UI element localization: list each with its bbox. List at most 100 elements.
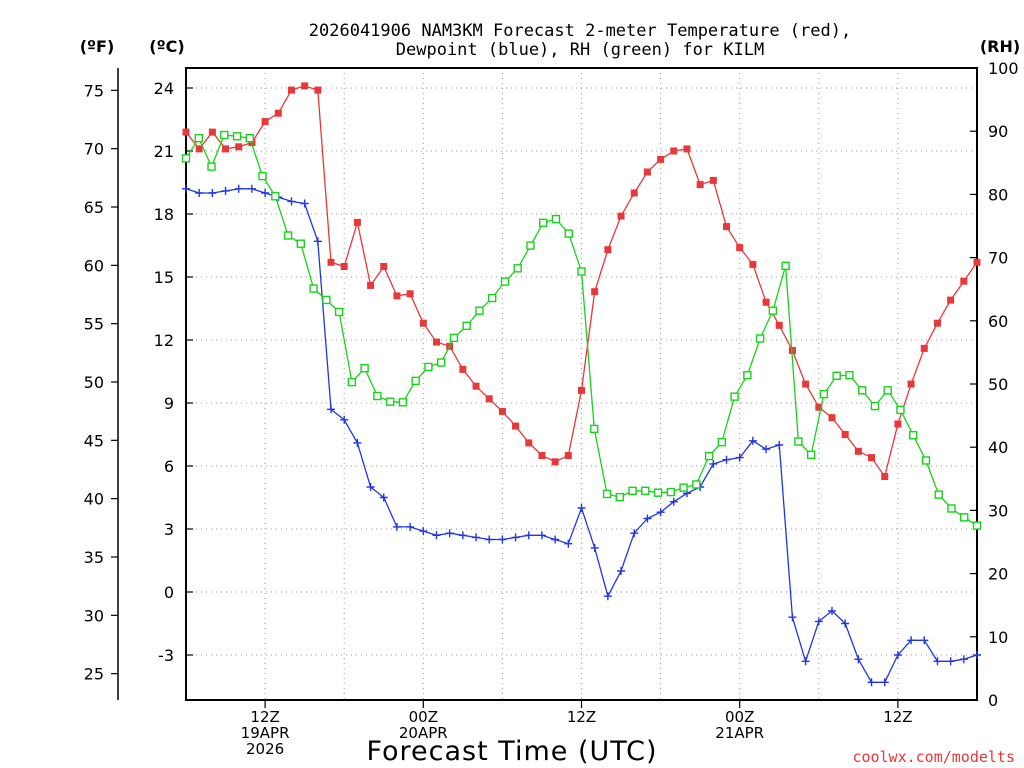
- x-tick-label: 00Z: [409, 708, 438, 726]
- dewpoint-point: [827, 606, 836, 615]
- c-tick-label: 21: [154, 142, 174, 161]
- dewpoint-point: [920, 636, 929, 645]
- rh-point: [590, 424, 599, 434]
- rh-tick-label: 40: [988, 438, 1008, 457]
- f-tick-label: 70: [84, 140, 104, 159]
- dewpoint-point: [392, 522, 401, 531]
- rh-tick-label: 20: [988, 565, 1008, 584]
- temperature-point: [512, 422, 520, 430]
- dewpoint-point: [366, 483, 375, 491]
- chart-title-line2: Dewpoint (blue), RH (green) for KILM: [396, 40, 764, 60]
- temperature-point: [195, 145, 203, 153]
- rh-point: [960, 513, 969, 522]
- x-tick-label: 19APR: [241, 724, 290, 742]
- x-tick-label: 12Z: [250, 708, 279, 726]
- dewpoint-point: [445, 529, 454, 538]
- dewpoint-point: [511, 533, 520, 542]
- rh-point: [309, 284, 318, 293]
- temperature-point: [564, 452, 572, 459]
- x-axis-title: Forecast Time (UTC): [366, 736, 657, 767]
- rh-tick-label: 50: [988, 375, 1008, 394]
- f-tick-label: 55: [84, 315, 104, 334]
- temperature-point: [353, 218, 361, 226]
- dewpoint-point: [537, 531, 546, 540]
- dewpoint-point: [709, 459, 718, 468]
- temperature-point: [432, 338, 440, 346]
- temperature-point: [815, 403, 823, 411]
- temperature-point: [591, 288, 599, 296]
- rh-point: [526, 241, 535, 250]
- dewpoint-point: [603, 592, 612, 601]
- dewpoint-point: [234, 184, 243, 193]
- dewpoint-point: [577, 504, 586, 512]
- rh-point: [857, 386, 867, 395]
- dewpoint-point: [973, 651, 981, 659]
- rh-point: [322, 295, 331, 305]
- dewpoint-point: [458, 531, 467, 540]
- dewpoint-point: [841, 619, 850, 628]
- temperature-point: [208, 128, 216, 136]
- f-tick-label: 30: [84, 606, 104, 625]
- f-tick-label: 35: [84, 548, 104, 567]
- rh-tick-label: 90: [988, 122, 1008, 141]
- temperature-point: [775, 321, 783, 329]
- left-axis-c-label: (ºC): [149, 37, 184, 56]
- temperature-point: [762, 298, 770, 306]
- temperature-point: [393, 292, 401, 300]
- dewpoint-point: [221, 186, 230, 195]
- temperature-point: [340, 263, 348, 270]
- c-tick-label: 24: [154, 79, 174, 98]
- temperature-point: [696, 181, 704, 189]
- rh-point: [679, 483, 688, 492]
- dewpoint-point: [261, 189, 270, 197]
- rh-point: [564, 229, 573, 238]
- dewpoint-point: [590, 543, 599, 552]
- temperature-point: [406, 290, 414, 298]
- rh-point: [692, 480, 701, 489]
- rh-point: [194, 133, 203, 143]
- right-axis-label: (RH): [980, 37, 1020, 56]
- temperature-point: [683, 145, 691, 153]
- dewpoint-point: [247, 184, 256, 193]
- dewpoint-point: [643, 514, 652, 523]
- c-tick-label: 9: [164, 394, 174, 413]
- temperature-point: [920, 344, 928, 352]
- rh-point: [909, 430, 918, 440]
- rh-point: [704, 451, 714, 461]
- temperature-point: [327, 258, 335, 266]
- temperature-point: [657, 155, 665, 163]
- temperature-point: [314, 86, 322, 94]
- x-tick-label: 20APR: [399, 724, 448, 742]
- rh-tick-label: 60: [988, 312, 1008, 331]
- rh-point: [436, 358, 446, 367]
- dewpoint-point: [669, 497, 678, 506]
- rh-point: [806, 450, 816, 459]
- rh-point: [207, 162, 216, 171]
- temperature-point: [472, 382, 480, 390]
- temperature-point: [973, 258, 981, 266]
- temperature-point: [617, 212, 625, 220]
- temperature-point: [287, 86, 295, 94]
- temperature-point: [881, 473, 889, 480]
- c-tick-label: 15: [154, 268, 174, 287]
- dewpoint-point: [775, 441, 784, 449]
- dewpoint-point: [814, 617, 823, 626]
- rh-point: [500, 277, 510, 286]
- temperature-point: [525, 439, 533, 447]
- dewpoint-point: [722, 455, 731, 464]
- rh-point: [258, 171, 267, 181]
- rh-point: [896, 405, 905, 415]
- rh-point: [653, 488, 663, 497]
- temperature-point: [802, 380, 810, 388]
- dewpoint-point: [432, 531, 441, 540]
- f-tick-label: 25: [84, 665, 104, 684]
- rh-point: [730, 392, 739, 401]
- rh-point: [487, 293, 497, 303]
- rh-point: [513, 264, 522, 273]
- rh-point: [373, 391, 382, 401]
- dewpoint-point: [485, 535, 494, 544]
- temperature-point: [301, 82, 309, 90]
- rh-point: [577, 267, 586, 276]
